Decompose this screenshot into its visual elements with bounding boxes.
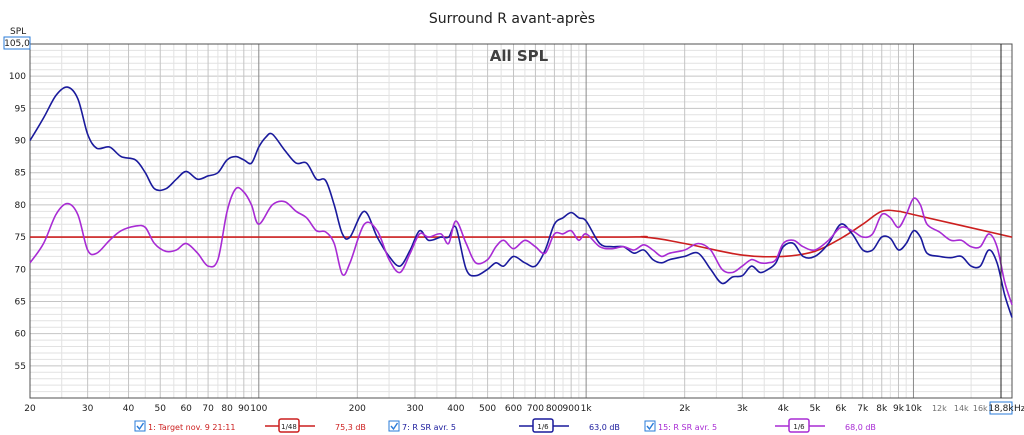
smoothing-label: 1/6 (793, 423, 805, 431)
x-tick-label: 500 (479, 404, 496, 414)
x-tick-label: 1k (581, 404, 593, 414)
y-tick-label: 100 (9, 72, 26, 82)
x-tick-label: 8k (876, 404, 888, 414)
legend-item-2[interactable]: 7: R SR avr. 5 1/6 63,0 dB (388, 418, 620, 433)
x-tick-label: 80 (221, 404, 233, 414)
smoothing-button[interactable] (278, 418, 300, 433)
y-tick-label: 80 (15, 201, 27, 211)
y-axis-ticks: 55 60 65 70 75 80 85 90 95 100 (9, 72, 26, 372)
y-tick-label: 60 (15, 330, 27, 340)
x-tick-label: 90 (238, 404, 250, 414)
series-line-3 (29, 186, 1013, 305)
x-tick-label: 100 (250, 404, 267, 414)
y-tick-label: 55 (15, 362, 26, 372)
y-tick-label: 75 (15, 233, 26, 243)
y-tick-label: 90 (15, 137, 27, 147)
plot-inner-title: All SPL (490, 47, 549, 65)
legend-label: 7: R SR avr. 5 (402, 423, 456, 432)
x-tick-label: 7k (857, 404, 869, 414)
legend-label: 15: R SR avr. 5 (658, 423, 717, 432)
checkmark-icon (390, 422, 399, 431)
legend-value: 63,0 dB (589, 423, 620, 432)
y-tick-label: 65 (15, 297, 26, 307)
x-axis-ticks: 20 30 40 50 60 70 80 90 100 200 300 400 500 600 700 800… (24, 404, 988, 414)
chart-title: Surround R avant-après (429, 11, 595, 27)
plot-area-border (29, 43, 1013, 399)
y-top-readout: 105,0 (4, 39, 30, 49)
legend-item-1[interactable]: 1: Target nov. 9 21:11 1/48 75,3 dB (134, 418, 366, 433)
x-tick-label: 300 (406, 404, 423, 414)
x-tick-label: 40 (123, 404, 135, 414)
legend-checkbox[interactable] (644, 420, 656, 432)
x-tick-label: 70 (202, 404, 214, 414)
x-tick-label: 16k (973, 404, 988, 413)
x-tick-label: 600 (505, 404, 522, 414)
legend-checkbox[interactable] (388, 420, 400, 432)
series-line-1 (30, 209, 1013, 258)
x-tick-label: 900 (563, 404, 580, 414)
legend: 1: Target nov. 9 21:11 1/48 75,3 dB 7: R SR… (134, 418, 876, 433)
y-tick-label: 85 (15, 169, 26, 179)
x-tick-label: 700 (527, 404, 544, 414)
legend-label: 1: Target nov. 9 21:11 (148, 423, 235, 432)
x-tick-label: 800 (546, 404, 563, 414)
y-top-readout-box[interactable] (3, 36, 31, 50)
x-tick-label: 400 (447, 404, 464, 414)
chart-grid (30, 44, 1012, 398)
x-tick-label: 200 (349, 404, 366, 414)
x-tick-label: 9k (893, 404, 905, 414)
series-layer (29, 86, 1013, 318)
y-tick-label: 70 (15, 265, 27, 275)
x-tick-label: 60 (180, 404, 192, 414)
x-tick-label: 6k (835, 404, 847, 414)
x-end-readout: 18,8k (988, 404, 1014, 414)
y-axis-label: SPL (10, 27, 26, 37)
x-tick-label: 2k (679, 404, 691, 414)
legend-value: 75,3 dB (335, 423, 366, 432)
x-tick-label: 20 (24, 404, 36, 414)
legend-checkbox[interactable] (134, 420, 146, 432)
checkmark-icon (646, 422, 655, 431)
y-tick-label: 95 (15, 104, 26, 114)
smoothing-label: 1/48 (281, 423, 297, 431)
x-tick-label: 14k (954, 404, 969, 413)
x-axis-unit: Hz (1014, 404, 1024, 414)
legend-value: 68,0 dB (845, 423, 876, 432)
x-tick-label: 12k (932, 404, 947, 413)
checkmark-icon (136, 422, 145, 431)
smoothing-button[interactable] (788, 418, 810, 433)
x-tick-label: 3k (737, 404, 749, 414)
smoothing-label: 1/6 (537, 423, 549, 431)
smoothing-button[interactable] (532, 418, 554, 433)
x-tick-label: 50 (155, 404, 167, 414)
x-tick-label: 4k (778, 404, 790, 414)
x-tick-label: 5k (809, 404, 821, 414)
series-line-2 (29, 86, 1013, 318)
x-end-readout-box[interactable] (989, 401, 1013, 415)
x-tick-label: 30 (82, 404, 94, 414)
legend-item-3[interactable]: 15: R SR avr. 5 1/6 68,0 dB (644, 418, 876, 433)
x-tick-label: 10k (905, 404, 922, 414)
